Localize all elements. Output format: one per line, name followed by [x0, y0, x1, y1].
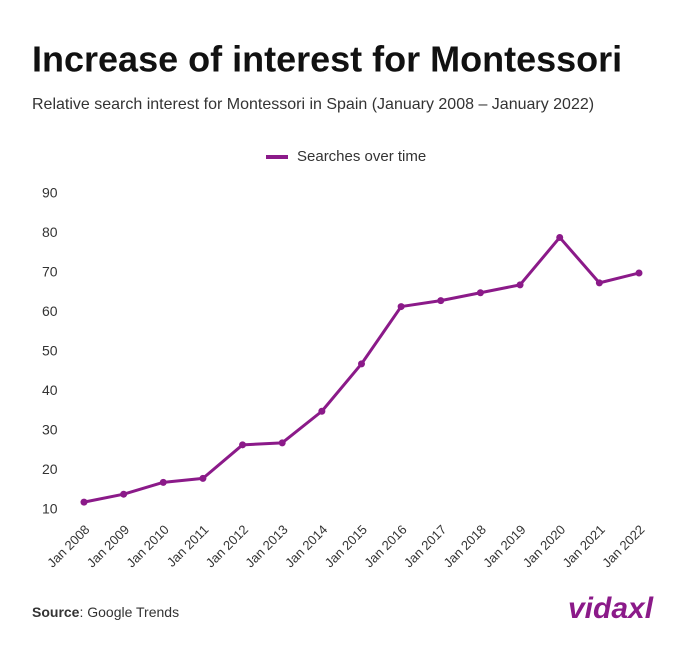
point — [358, 360, 365, 368]
point — [595, 279, 603, 287]
legend-label: Searches over time — [297, 148, 426, 165]
y-tick-label: 90 — [42, 185, 58, 201]
x-tick-label: Jan 2009 — [84, 522, 132, 570]
point — [239, 441, 247, 449]
x-tick-label: Jan 2015 — [322, 522, 370, 570]
x-tick-label: Jan 2018 — [441, 522, 489, 570]
x-tick-label: Jan 2020 — [520, 522, 568, 570]
point — [397, 303, 405, 311]
y-tick-label: 70 — [42, 264, 58, 280]
point — [635, 269, 643, 277]
y-tick-label: 10 — [42, 501, 58, 517]
point — [318, 407, 326, 415]
y-tick-label: 80 — [42, 224, 58, 240]
y-tick-label: 30 — [42, 422, 58, 438]
x-tick-label: Jan 2010 — [123, 522, 171, 570]
point — [476, 289, 484, 297]
x-tick-label: Jan 2016 — [361, 522, 409, 570]
point — [199, 474, 207, 482]
point — [159, 478, 167, 486]
logo: vidaxl — [568, 592, 654, 625]
point — [516, 281, 524, 289]
point — [278, 439, 286, 447]
y-tick-label: 20 — [42, 461, 58, 477]
x-tick-label: Jan 2014 — [282, 522, 330, 570]
x-tick-label: Jan 2021 — [559, 522, 607, 570]
y-tick-label: 40 — [42, 382, 58, 398]
source: Source: Google Trends — [32, 604, 179, 620]
y-tick-label: 50 — [42, 343, 58, 359]
y-tick-label: 60 — [42, 303, 58, 319]
x-tick-label: Jan 2012 — [203, 522, 251, 570]
x-tick-label: Jan 2019 — [480, 522, 528, 570]
source-label: Source — [32, 604, 80, 620]
chart-subtitle: Relative search interest for Montessori … — [32, 96, 594, 113]
x-tick-label: Jan 2022 — [599, 522, 647, 570]
x-tick-label: Jan 2008 — [44, 522, 92, 570]
line — [83, 235, 640, 504]
point — [556, 233, 564, 241]
x-tick-label: Jan 2013 — [242, 522, 290, 570]
point — [437, 297, 445, 305]
point — [80, 498, 88, 506]
source-text: : Google Trends — [79, 604, 179, 620]
point — [120, 490, 128, 498]
chart-title: Increase of interest for Montessori — [32, 39, 622, 80]
x-tick-label: Jan 2017 — [401, 522, 449, 570]
